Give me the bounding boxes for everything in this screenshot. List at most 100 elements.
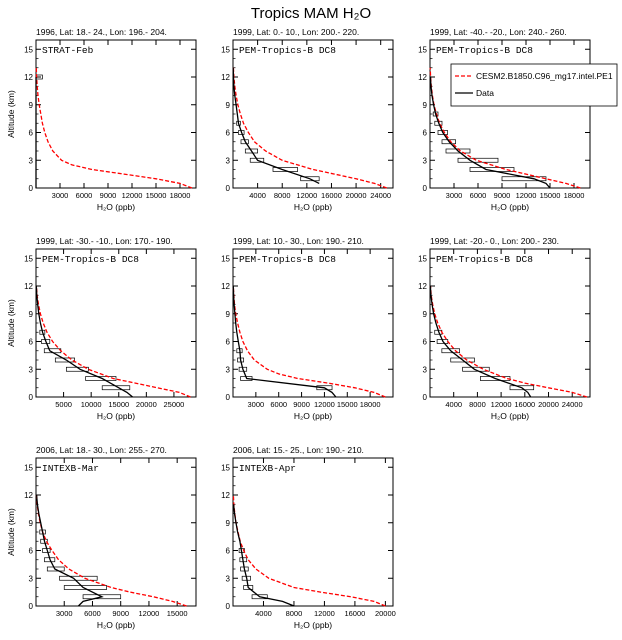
data-spread-box: [480, 376, 511, 381]
model-series-line: [232, 285, 386, 398]
data-spread-box: [450, 357, 475, 363]
data-spread-box: [462, 366, 490, 372]
y-tick-label: 0: [423, 393, 428, 402]
y-tick-label: 15: [221, 254, 230, 263]
data-spread-box: [85, 376, 117, 381]
data-spread-box: [272, 167, 298, 172]
figure-title: Tropics MAM H₂O: [251, 5, 371, 22]
panel-4: 1999, Lat: -30.- -10., Lon: 170.- 190. PE…: [6, 236, 197, 421]
x-tick-label: 20000: [375, 609, 396, 618]
y-tick-label: 9: [423, 101, 428, 110]
x-axis-label: H₂O (ppb): [294, 202, 332, 212]
campaign-label: PEM-Tropics-B DC8: [436, 45, 533, 56]
y-tick-label: 9: [226, 101, 231, 110]
data-spread-box: [441, 139, 456, 145]
y-tick-label: 6: [423, 338, 428, 347]
y-axis-label: Altitude (km): [6, 508, 16, 556]
x-tick-label: 3000: [56, 609, 73, 618]
y-tick-label: 6: [29, 338, 34, 347]
y-tick-label: 15: [221, 463, 230, 472]
data-spread-box: [300, 176, 320, 182]
y-tick-label: 6: [29, 547, 34, 556]
y-tick-label: 12: [24, 73, 33, 82]
plot-frame: [232, 248, 394, 398]
data-series-line: [429, 285, 532, 398]
data-spread-box: [509, 385, 535, 391]
panel-3: 1999, Lat: -40.- -20., Lon: 240.- 260. PE…: [418, 27, 591, 212]
x-tick-label: 16000: [514, 400, 535, 409]
x-tick-label: 16000: [321, 191, 342, 200]
data-spread-box: [63, 585, 107, 590]
y-tick-label: 9: [29, 101, 34, 110]
data-spread-box: [441, 348, 460, 354]
y-tick-label: 12: [24, 491, 33, 500]
x-tick-label: 3000: [248, 400, 265, 409]
panel-header: 1999, Lat: -30.- -10., Lon: 170.- 190.: [36, 236, 173, 246]
y-axis-label: Altitude (km): [6, 90, 16, 138]
model-series-line: [35, 67, 193, 189]
y-tick-label: 6: [226, 547, 231, 556]
panel-header: 1999, Lat: 10.- 30., Lon: 190.- 210.: [233, 236, 364, 246]
x-tick-label: 16000: [344, 609, 365, 618]
plot-frame: [232, 39, 394, 189]
x-axis-label: H₂O (ppb): [491, 411, 529, 421]
campaign-label: INTEXB-Apr: [239, 463, 296, 474]
x-tick-label: 12000: [491, 400, 512, 409]
x-tick-label: 15000: [146, 191, 167, 200]
y-tick-label: 6: [226, 338, 231, 347]
panel-header: 1999, Lat: -20.- 0., Lon: 200.- 230.: [430, 236, 559, 246]
data-spread-box: [244, 148, 258, 154]
y-tick-label: 6: [29, 129, 34, 138]
x-axis-label: H₂O (ppb): [294, 620, 332, 630]
legend-entry-label: CESM2.B1850.C96_mg17.intel.PE1: [476, 71, 613, 81]
panel-2: 1999, Lat: 0.- 10., Lon: 200.- 220. PEM-T…: [221, 27, 394, 212]
data-spread-box: [457, 157, 499, 163]
panel-8: 2006, Lat: 15.- 25., Lon: 190.- 210. INTE…: [221, 445, 396, 630]
y-tick-label: 6: [226, 129, 231, 138]
y-tick-label: 9: [226, 519, 231, 528]
y-tick-label: 3: [423, 365, 428, 374]
x-tick-label: 12000: [122, 191, 143, 200]
x-tick-label: 15000: [167, 609, 188, 618]
y-axis-label: Altitude (km): [6, 299, 16, 347]
x-tick-label: 12000: [516, 191, 537, 200]
y-tick-label: 3: [226, 574, 231, 583]
y-tick-label: 15: [221, 45, 230, 54]
x-tick-label: 9000: [100, 191, 117, 200]
y-tick-label: 15: [24, 45, 33, 54]
data-series-line: [232, 504, 295, 607]
x-tick-label: 9000: [494, 191, 511, 200]
model-series-line: [35, 285, 191, 398]
y-tick-label: 0: [423, 184, 428, 193]
panel-header: 1996, Lat: 18.- 24., Lon: 196.- 204.: [36, 27, 167, 37]
campaign-label: PEM-Tropics-B DC8: [239, 45, 336, 56]
data-spread-box: [46, 566, 65, 572]
panel-7: 2006, Lat: 18.- 30., Lon: 255.- 270. INTE…: [6, 445, 197, 630]
plot-frame: [429, 248, 591, 398]
x-tick-label: 24000: [370, 191, 391, 200]
y-tick-label: 0: [29, 184, 34, 193]
x-tick-label: 12000: [314, 400, 335, 409]
x-tick-label: 4000: [249, 191, 266, 200]
x-tick-label: 12000: [139, 609, 160, 618]
y-tick-label: 0: [226, 602, 231, 611]
x-tick-label: 6000: [470, 191, 487, 200]
x-tick-label: 25000: [164, 400, 185, 409]
x-tick-label: 4000: [255, 609, 272, 618]
panel-header: 2006, Lat: 18.- 30., Lon: 255.- 270.: [36, 445, 167, 455]
y-tick-label: 15: [418, 45, 427, 54]
campaign-label: PEM-Tropics-B DC8: [239, 254, 336, 265]
x-tick-label: 8000: [274, 191, 291, 200]
y-tick-label: 12: [418, 73, 427, 82]
plot-frame: [232, 457, 394, 607]
y-tick-label: 9: [29, 519, 34, 528]
x-tick-label: 20000: [136, 400, 157, 409]
x-tick-label: 24000: [562, 400, 583, 409]
data-series-line: [232, 285, 337, 398]
legend: CESM2.B1850.C96_mg17.intel.PE1 Data: [450, 63, 618, 107]
x-tick-label: 6000: [76, 191, 93, 200]
x-axis-label: H₂O (ppb): [97, 620, 135, 630]
x-tick-label: 5000: [55, 400, 72, 409]
x-tick-label: 6000: [270, 400, 287, 409]
x-axis-label: H₂O (ppb): [97, 411, 135, 421]
